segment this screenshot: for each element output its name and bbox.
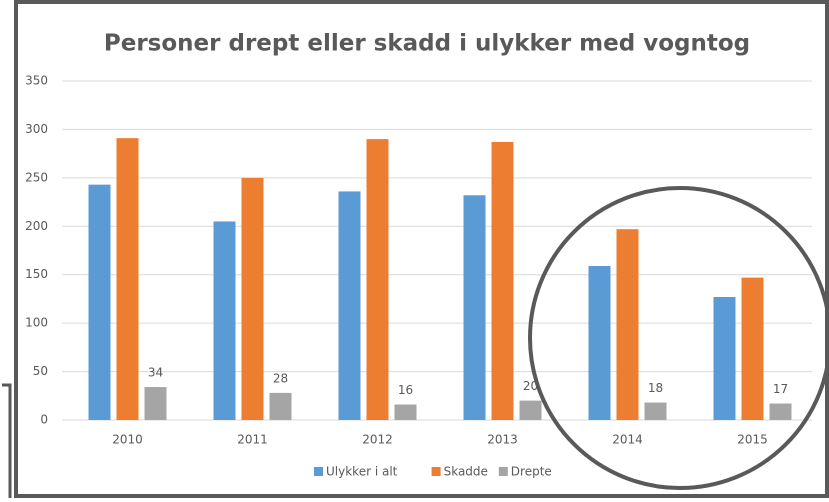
legend-swatch [431,467,441,476]
data-label: 17 [773,382,788,396]
bar [713,296,736,420]
bar [644,402,667,420]
bar [366,139,389,420]
highlight-circle [528,186,829,490]
x-tick-label: 2011 [237,433,268,447]
x-tick-label: 2013 [487,433,518,447]
data-label: 18 [648,381,663,395]
y-tick-label: 200 [25,219,48,233]
bar [338,191,361,420]
bar [491,142,514,420]
bar [463,195,486,420]
legend-label: Drepte [511,465,552,479]
y-tick-label: 50 [33,364,48,378]
bar [88,184,111,420]
bar [741,277,764,420]
bar [144,387,167,420]
data-label: 28 [273,371,288,385]
bar [116,138,139,420]
bar [616,229,639,420]
data-label: 20 [523,379,538,393]
bar [269,392,292,420]
y-tick-label: 300 [25,122,48,136]
x-tick-label: 2010 [112,433,143,447]
y-tick-label: 250 [25,170,48,184]
x-tick-label: 2014 [612,433,643,447]
bar [394,404,417,420]
x-tick-label: 2012 [362,433,393,447]
data-label: 16 [398,383,413,397]
legend-label: Skadde [444,465,488,479]
y-tick-label: 100 [25,316,48,330]
legend-swatch [498,467,508,476]
y-tick-label: 150 [25,267,48,281]
y-tick-label: 350 [25,74,48,88]
y-tick-label: 0 [40,413,48,427]
data-label: 34 [148,366,163,380]
bar [241,177,264,420]
frame-edge [2,383,12,498]
plot: 0 50 100 150 200 250 300 350 2010 34 2011 28 2012 16 2… [25,74,812,479]
legend-label: Ulykker i alt [326,465,398,479]
bar [588,265,611,420]
x-tick-label: 2015 [737,433,768,447]
bar [519,400,542,420]
bar [769,403,792,420]
legend-swatch [314,467,323,476]
bar [213,221,236,420]
chart-title: Personer drept eller skadd i ulykker med… [104,31,750,57]
